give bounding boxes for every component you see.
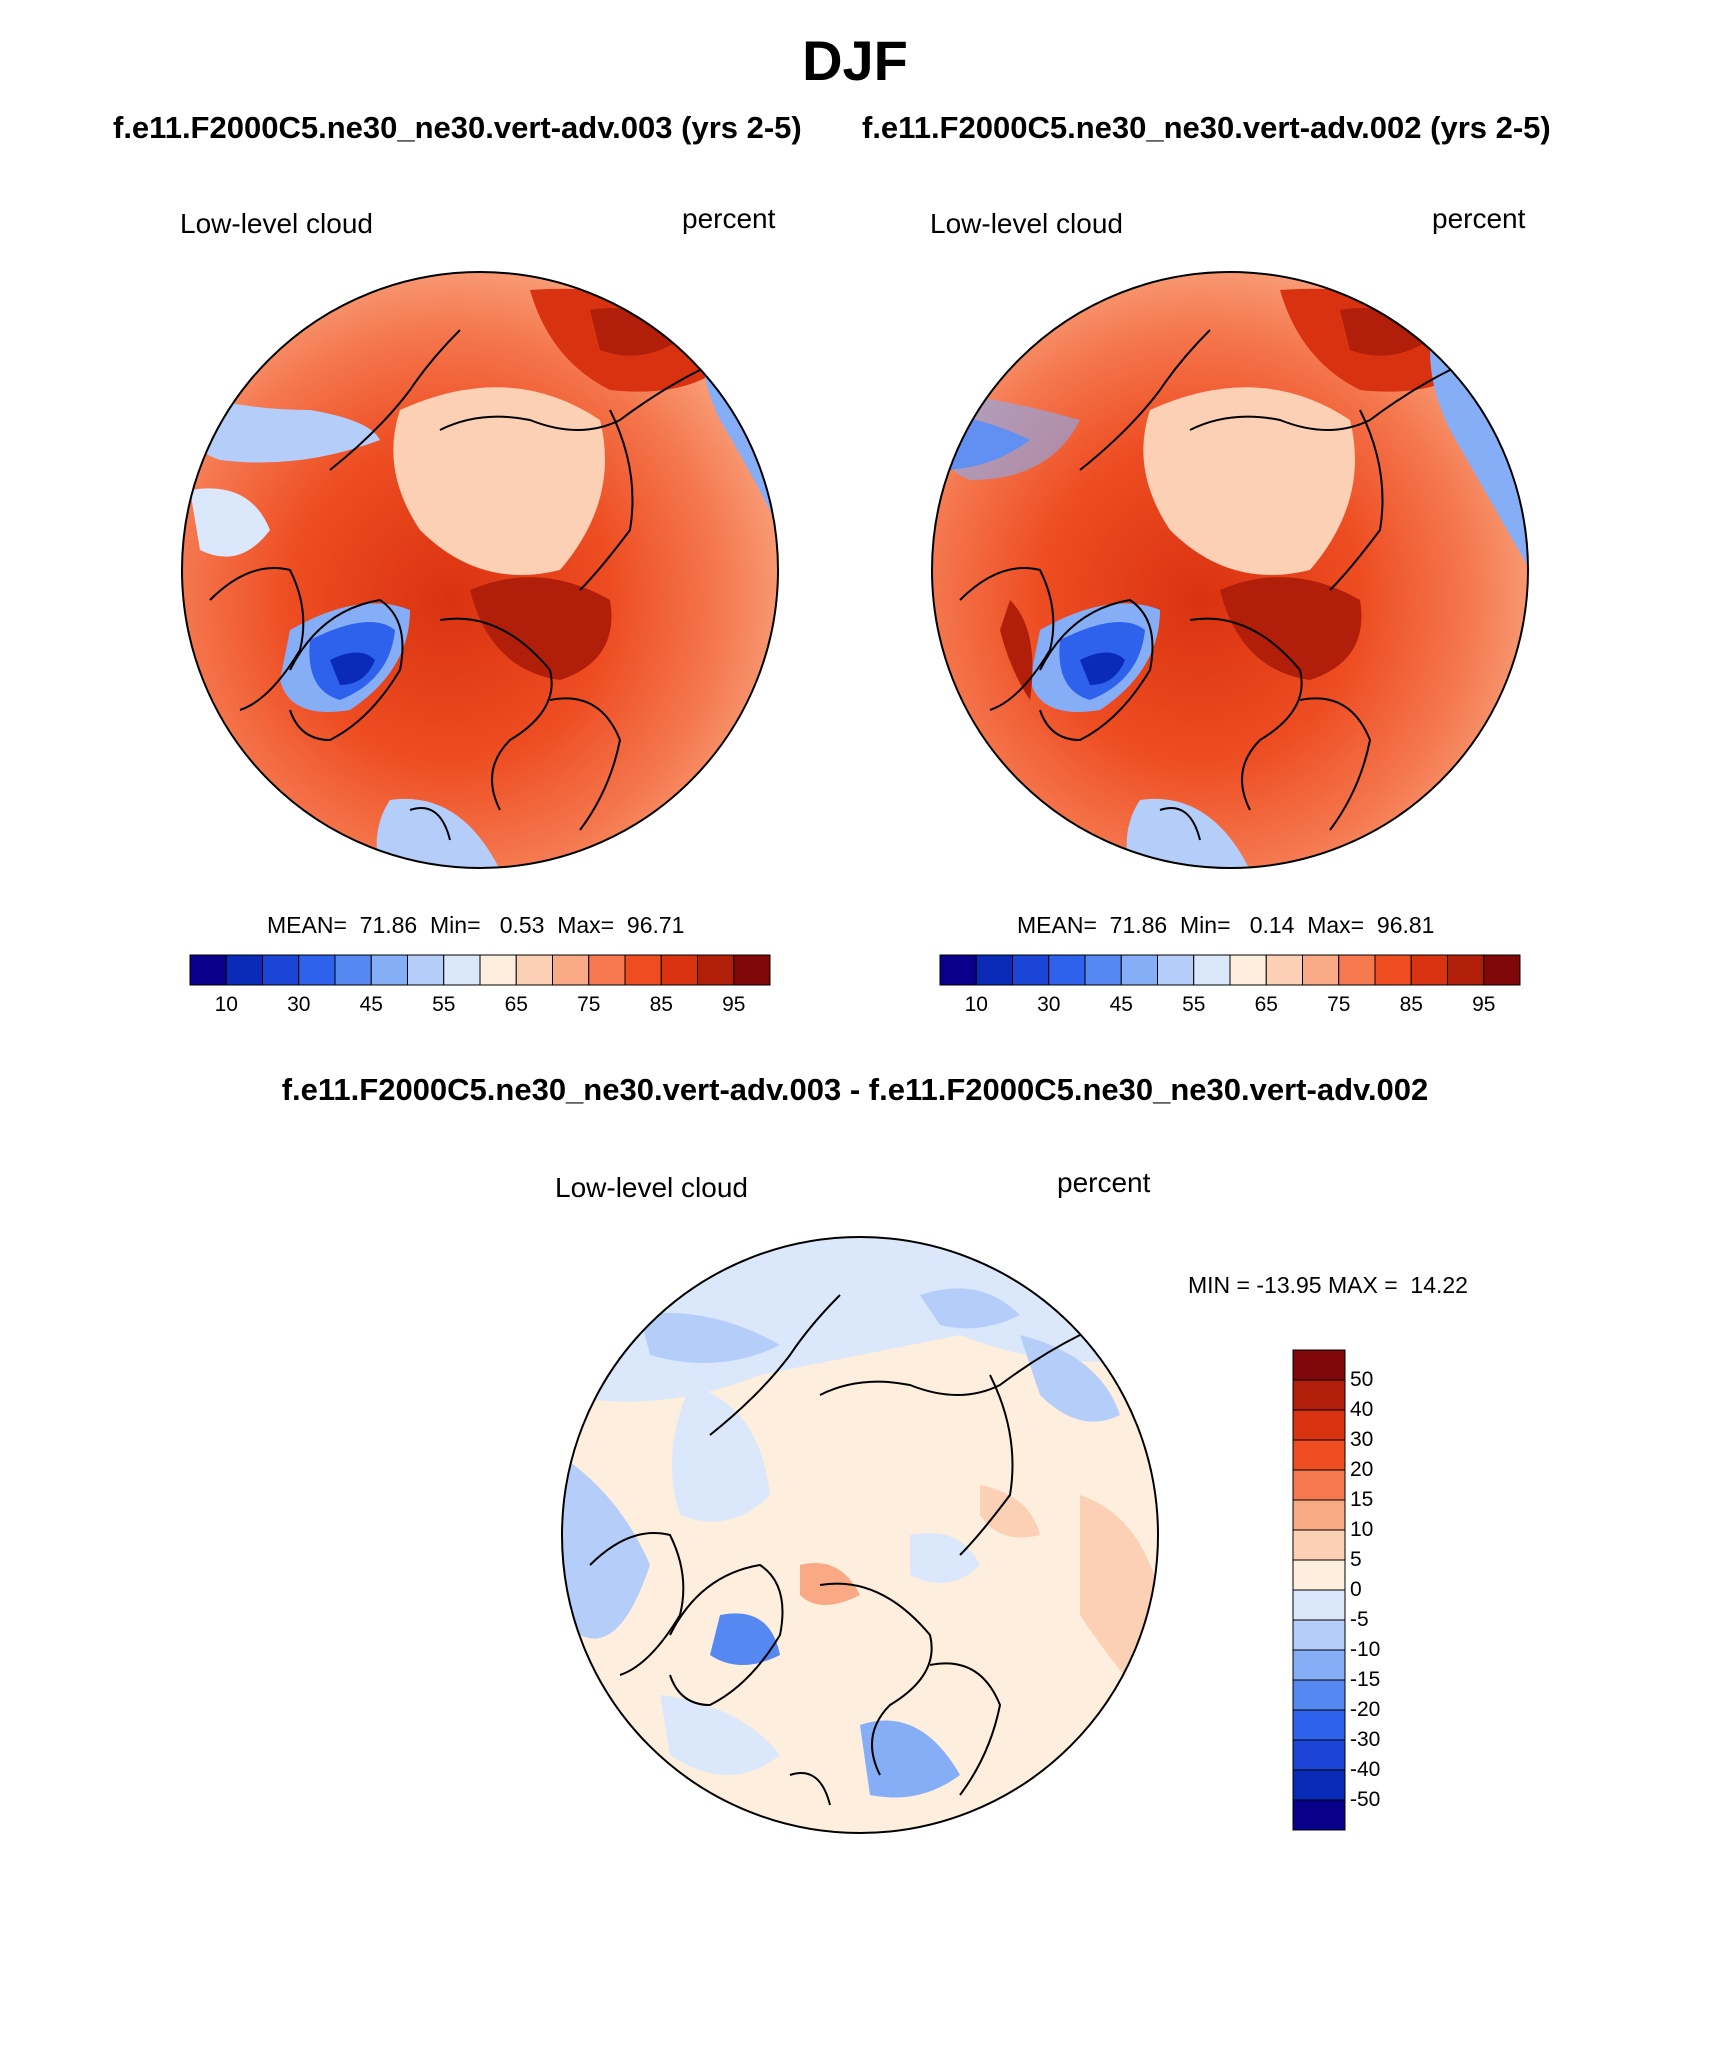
colorbar-tick-label: 10 (214, 993, 238, 1016)
colorbar-tick-label: -40 (1350, 1758, 1381, 1781)
colorbar-swatch (660, 954, 698, 986)
panel2-units: percent (1432, 203, 1526, 234)
colorbar-tick-label: -10 (1350, 1638, 1381, 1661)
difference-colorbar (1292, 1349, 1346, 1831)
colorbar-swatch (189, 954, 227, 986)
panel1-colorbar (189, 954, 771, 986)
colorbar-tick-label: 30 (1037, 993, 1061, 1016)
colorbar-swatch (1265, 954, 1303, 986)
colorbar-swatch (939, 954, 977, 986)
colorbar-tick-label: 40 (1350, 1398, 1374, 1421)
colorbar-swatch (1229, 954, 1267, 986)
difference-map (561, 1236, 1159, 1834)
colorbar-tick-label: 45 (359, 993, 383, 1016)
colorbar-swatch (1483, 954, 1521, 986)
colorbar-tick-label: 75 (577, 993, 601, 1016)
colorbar-swatch (1292, 1739, 1346, 1771)
colorbar-tick-label: 45 (1109, 993, 1133, 1016)
colorbar-tick-label: 65 (504, 993, 528, 1016)
colorbar-swatch (334, 954, 372, 986)
panel2-stats: MEAN= 71.86 Min= 0.14 Max= 96.81 (1017, 912, 1435, 938)
colorbar-tick-label: 30 (1350, 1428, 1374, 1451)
colorbar-swatch (1338, 954, 1376, 986)
colorbar-tick-label: -5 (1350, 1608, 1369, 1631)
colorbar-tick-label: 55 (1182, 993, 1206, 1016)
colorbar-swatch (1410, 954, 1448, 986)
colorbar-swatch (975, 954, 1013, 986)
colorbar-swatch (298, 954, 336, 986)
colorbar-swatch (1292, 1469, 1346, 1501)
colorbar-tick-label: 15 (1350, 1488, 1374, 1511)
colorbar-swatch (1292, 1439, 1346, 1471)
colorbar-swatch (697, 954, 735, 986)
colorbar-swatch (443, 954, 481, 986)
colorbar-swatch (1292, 1409, 1346, 1441)
case-title-left: f.e11.F2000C5.ne30_ne30.vert-adv.003 (yr… (113, 110, 802, 145)
figure-title: DJF (802, 29, 908, 92)
panel2-map (931, 271, 1529, 869)
colorbar-swatch (1292, 1769, 1346, 1801)
colorbar-swatch (515, 954, 553, 986)
colorbar-swatch (1292, 1379, 1346, 1411)
colorbar-tick-label: 10 (1350, 1518, 1374, 1541)
colorbar-swatch (588, 954, 626, 986)
colorbar-swatch (407, 954, 445, 986)
panel1-map (181, 271, 779, 869)
colorbar-tick-label: 10 (964, 993, 988, 1016)
panel2-variable: Low-level cloud (930, 208, 1123, 239)
colorbar-tick-label: 20 (1350, 1458, 1374, 1481)
colorbar-tick-label: 65 (1254, 993, 1278, 1016)
colorbar-swatch (1193, 954, 1231, 986)
colorbar-tick-label: 75 (1327, 993, 1351, 1016)
panel1-variable: Low-level cloud (180, 208, 373, 239)
colorbar-swatch (733, 954, 771, 986)
colorbar-swatch (1292, 1529, 1346, 1561)
colorbar-tick-label: 30 (287, 993, 311, 1016)
panel2-colorbar (939, 954, 1521, 986)
difference-units: percent (1057, 1167, 1151, 1198)
difference-title: f.e11.F2000C5.ne30_ne30.vert-adv.003 - f… (281, 1072, 1429, 1107)
colorbar-tick-label: -30 (1350, 1728, 1381, 1751)
difference-variable: Low-level cloud (555, 1172, 748, 1203)
colorbar-swatch (1084, 954, 1122, 986)
panel1-stats: MEAN= 71.86 Min= 0.53 Max= 96.71 (267, 912, 685, 938)
colorbar-swatch (1292, 1589, 1346, 1621)
colorbar-swatch (479, 954, 517, 986)
colorbar-swatch (1120, 954, 1158, 986)
colorbar-tick-label: -50 (1350, 1788, 1381, 1811)
colorbar-swatch (1292, 1499, 1346, 1531)
colorbar-tick-label: 85 (649, 993, 673, 1016)
colorbar-swatch (1012, 954, 1050, 986)
colorbar-tick-label: 0 (1350, 1578, 1362, 1601)
colorbar-tick-label: 5 (1350, 1548, 1362, 1571)
colorbar-swatch (1292, 1619, 1346, 1651)
colorbar-swatch (1292, 1799, 1346, 1831)
colorbar-tick-label: -20 (1350, 1698, 1381, 1721)
colorbar-swatch (262, 954, 300, 986)
colorbar-swatch (1292, 1679, 1346, 1711)
colorbar-swatch (225, 954, 263, 986)
case-title-right: f.e11.F2000C5.ne30_ne30.vert-adv.002 (yr… (862, 110, 1551, 145)
colorbar-swatch (624, 954, 662, 986)
colorbar-tick-label: 50 (1350, 1368, 1374, 1391)
panel1-units: percent (682, 203, 776, 234)
colorbar-swatch (1292, 1649, 1346, 1681)
colorbar-tick-label: 95 (1472, 993, 1496, 1016)
colorbar-tick-label: -15 (1350, 1668, 1381, 1691)
colorbar-swatch (1374, 954, 1412, 986)
colorbar-tick-label: 55 (432, 993, 456, 1016)
colorbar-swatch (1292, 1559, 1346, 1591)
difference-stats: MIN = -13.95 MAX = 14.22 (1188, 1272, 1468, 1298)
colorbar-swatch (1292, 1349, 1346, 1381)
colorbar-swatch (1292, 1709, 1346, 1741)
colorbar-tick-label: 95 (722, 993, 746, 1016)
colorbar-swatch (1157, 954, 1195, 986)
colorbar-swatch (1302, 954, 1340, 986)
colorbar-swatch (1447, 954, 1485, 986)
colorbar-tick-label: 85 (1399, 993, 1423, 1016)
colorbar-swatch (552, 954, 590, 986)
colorbar-swatch (370, 954, 408, 986)
colorbar-swatch (1048, 954, 1086, 986)
